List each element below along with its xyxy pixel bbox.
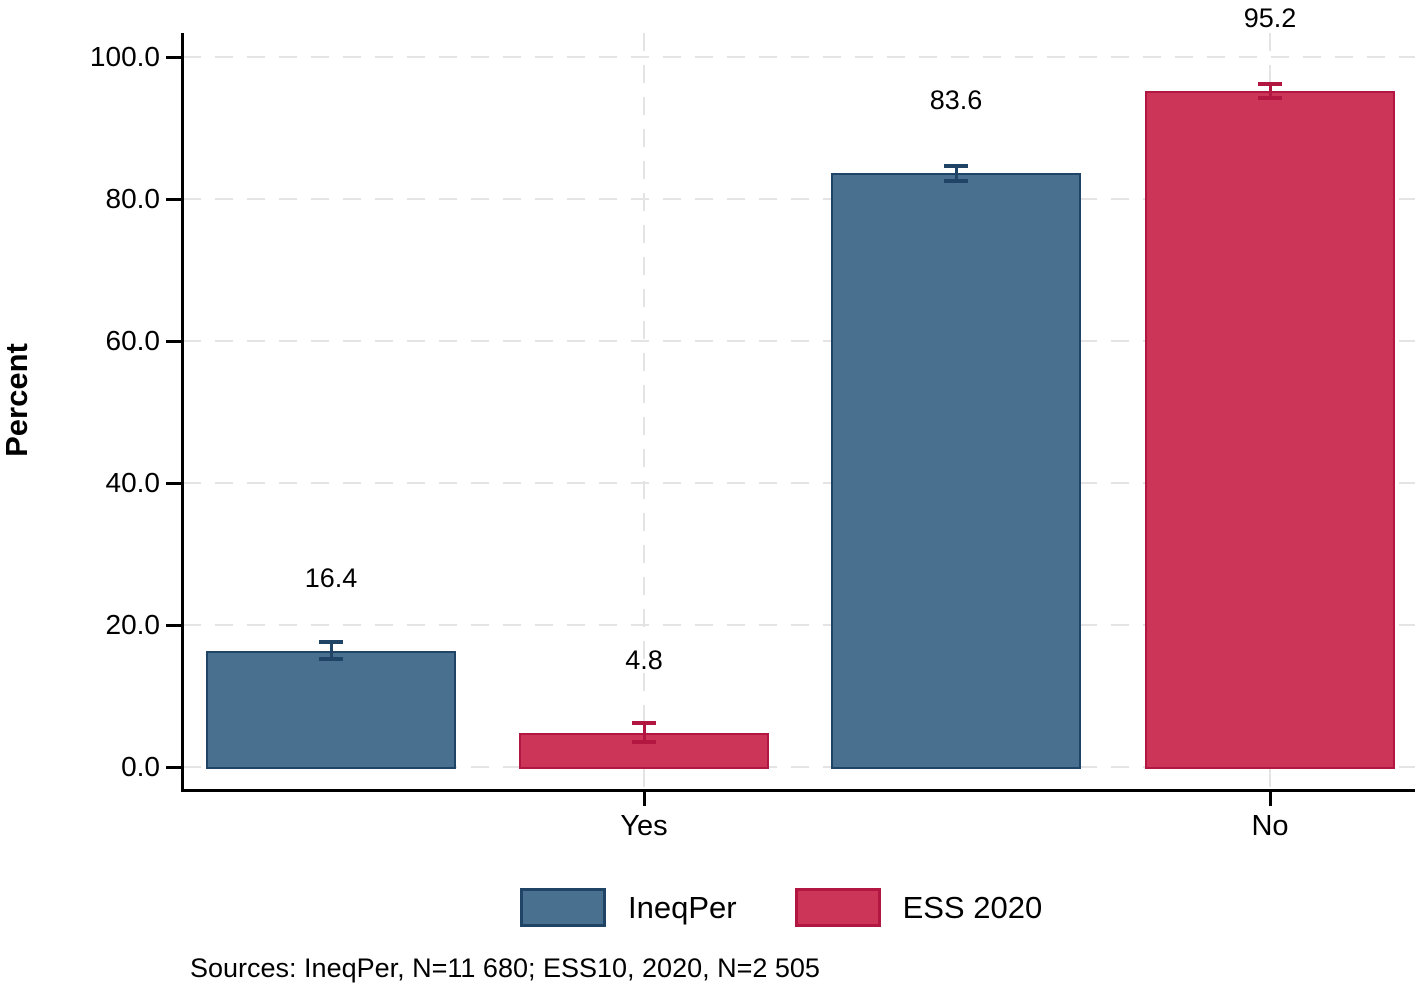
y-tick-0.0 [166, 766, 181, 769]
gridline-h-100.0 [183, 56, 1415, 58]
error-bar-cap-upper-ineqper-yes [319, 640, 343, 645]
error-bar-cap-lower-ess2020-no [1258, 96, 1282, 101]
error-bar-cap-upper-ess2020-yes [632, 721, 656, 726]
error-bar-stem-ineqper-no [954, 167, 958, 180]
y-tick-40.0 [166, 482, 181, 485]
gridline-h-20.0 [183, 624, 1415, 626]
x-tick-label-yes: Yes [620, 810, 668, 842]
error-bar-cap-lower-ineqper-no [944, 178, 968, 183]
value-label-ess2020-yes: 4.8 [625, 644, 663, 675]
y-axis-line [181, 33, 184, 792]
legend-entry-ineqper: IneqPer [520, 888, 737, 927]
error-bar-cap-upper-ess2020-no [1258, 81, 1282, 86]
error-bar-cap-lower-ess2020-yes [632, 740, 656, 745]
error-bar-stem-ess2020-no [1268, 84, 1272, 98]
x-tick-yes [643, 792, 646, 806]
value-label-ess2020-no: 95.2 [1243, 3, 1297, 34]
gridline-h-40.0 [183, 482, 1415, 484]
gridline-h-60.0 [183, 340, 1415, 342]
error-bar-stem-ess2020-yes [642, 724, 646, 742]
y-tick-label-0.0: 0.0 [121, 751, 160, 782]
y-tick-20.0 [166, 624, 181, 627]
y-tick-label-100.0: 100.0 [89, 41, 160, 72]
legend-swatch-ess2020 [794, 888, 881, 927]
error-bar-cap-lower-ineqper-yes [319, 656, 343, 661]
y-tick-label-60.0: 60.0 [105, 325, 161, 356]
x-axis-line [181, 789, 1415, 792]
gridline-h-80.0 [183, 198, 1415, 200]
bar-ineqper-no [831, 173, 1081, 769]
legend-label-ess2020: ESS 2020 [902, 889, 1043, 925]
source-note: Sources: IneqPer, N=11 680; ESS10, 2020,… [190, 953, 820, 983]
y-tick-100.0 [166, 56, 181, 59]
gridline-h-0.0 [183, 766, 1415, 768]
error-bar-cap-upper-ineqper-no [944, 164, 968, 169]
error-bar-stem-ineqper-yes [329, 643, 333, 658]
y-tick-label-20.0: 20.0 [105, 609, 161, 640]
y-tick-label-80.0: 80.0 [105, 183, 161, 214]
legend-entry-ess2020: ESS 2020 [794, 888, 1043, 927]
bar-ess2020-no [1145, 91, 1395, 769]
y-tick-60.0 [166, 340, 181, 343]
value-label-ineqper-yes: 16.4 [304, 562, 358, 593]
gridline-v-yes [643, 33, 645, 789]
value-label-ineqper-no: 83.6 [929, 85, 983, 116]
bar-ineqper-yes [206, 650, 456, 769]
x-tick-no [1269, 792, 1272, 806]
legend: IneqPer ESS 2020 [520, 888, 1042, 927]
y-tick-80.0 [166, 198, 181, 201]
y-tick-label-40.0: 40.0 [105, 467, 161, 498]
legend-swatch-ineqper [520, 888, 606, 927]
legend-label-ineqper: IneqPer [628, 889, 737, 925]
x-tick-label-no: No [1251, 810, 1289, 842]
